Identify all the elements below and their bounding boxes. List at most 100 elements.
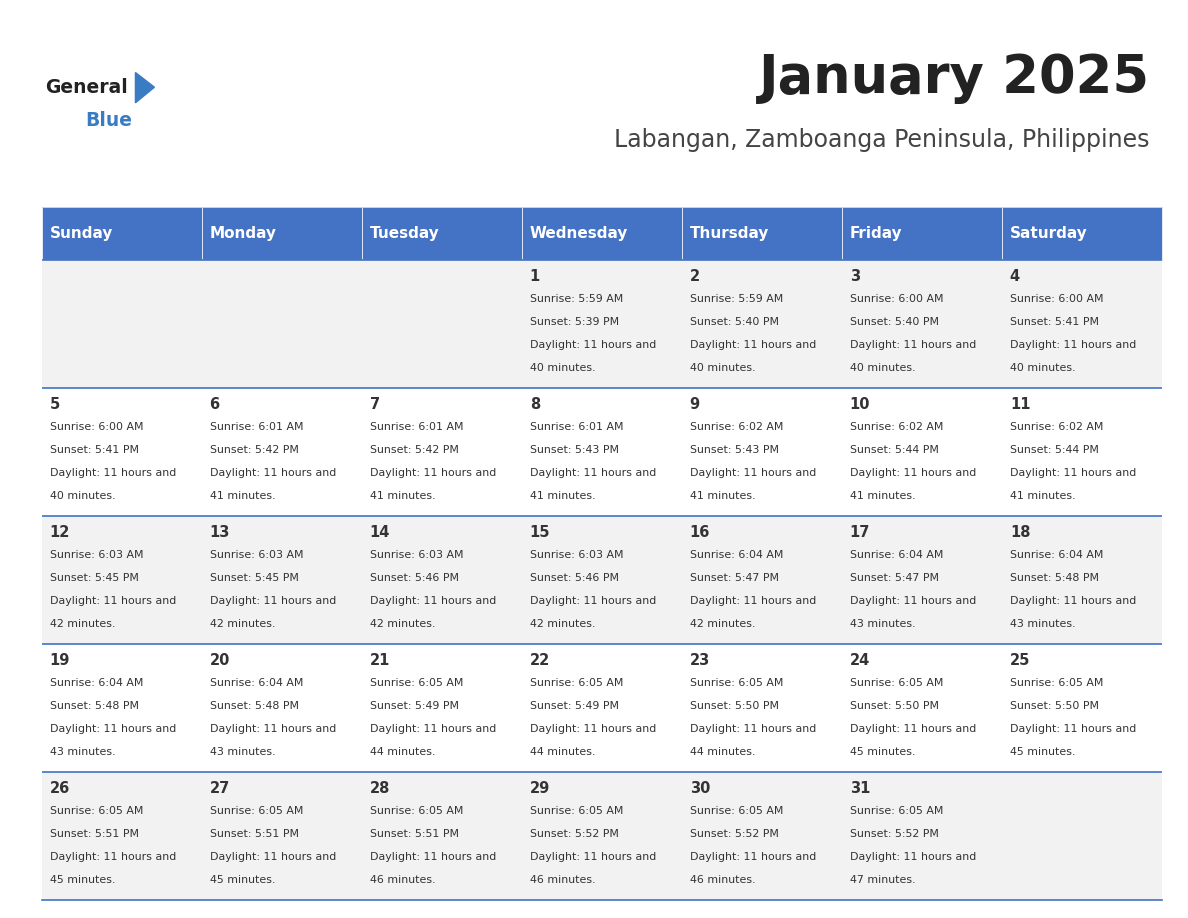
Text: Sunset: 5:50 PM: Sunset: 5:50 PM [690, 701, 779, 711]
Text: Sunset: 5:50 PM: Sunset: 5:50 PM [1010, 701, 1099, 711]
Bar [522, 260, 682, 387]
Bar [202, 260, 361, 387]
Bar [202, 644, 361, 772]
Text: Daylight: 11 hours and: Daylight: 11 hours and [849, 852, 977, 862]
Text: Wednesday: Wednesday [530, 226, 628, 241]
Text: 40 minutes.: 40 minutes. [849, 363, 915, 373]
Text: 28: 28 [369, 780, 390, 796]
Text: Sunrise: 6:05 AM: Sunrise: 6:05 AM [690, 806, 783, 816]
Text: Daylight: 11 hours and: Daylight: 11 hours and [690, 852, 816, 862]
Text: Sunrise: 6:05 AM: Sunrise: 6:05 AM [530, 678, 623, 688]
Text: 12: 12 [50, 525, 70, 540]
Text: Daylight: 11 hours and: Daylight: 11 hours and [1010, 596, 1136, 606]
Text: Sunrise: 6:05 AM: Sunrise: 6:05 AM [849, 806, 943, 816]
Text: 27: 27 [209, 780, 229, 796]
Text: 29: 29 [530, 780, 550, 796]
Text: General: General [45, 78, 128, 96]
Bar [1001, 387, 1162, 516]
Text: Sunrise: 6:03 AM: Sunrise: 6:03 AM [369, 550, 463, 560]
Text: Sunset: 5:47 PM: Sunset: 5:47 PM [690, 573, 779, 583]
Text: Sunset: 5:39 PM: Sunset: 5:39 PM [530, 317, 619, 327]
Text: Daylight: 11 hours and: Daylight: 11 hours and [530, 723, 656, 733]
Text: Daylight: 11 hours and: Daylight: 11 hours and [1010, 468, 1136, 478]
Text: 46 minutes.: 46 minutes. [530, 875, 595, 885]
Text: 9: 9 [690, 397, 700, 411]
Text: Sunrise: 6:02 AM: Sunrise: 6:02 AM [849, 422, 943, 432]
Text: Sunset: 5:48 PM: Sunset: 5:48 PM [209, 701, 298, 711]
Bar [1001, 516, 1162, 644]
Text: Daylight: 11 hours and: Daylight: 11 hours and [209, 852, 336, 862]
Text: 40 minutes.: 40 minutes. [690, 363, 756, 373]
Text: Daylight: 11 hours and: Daylight: 11 hours and [50, 468, 176, 478]
Bar [842, 772, 1001, 900]
Text: 44 minutes.: 44 minutes. [369, 746, 435, 756]
Bar [682, 260, 842, 387]
Text: Sunset: 5:52 PM: Sunset: 5:52 PM [530, 829, 619, 839]
Text: 46 minutes.: 46 minutes. [690, 875, 756, 885]
Text: 14: 14 [369, 525, 390, 540]
Text: Daylight: 11 hours and: Daylight: 11 hours and [50, 852, 176, 862]
Text: Daylight: 11 hours and: Daylight: 11 hours and [209, 468, 336, 478]
Text: 41 minutes.: 41 minutes. [1010, 490, 1075, 500]
Bar [361, 387, 522, 516]
Text: 11: 11 [1010, 397, 1030, 411]
Text: Sunset: 5:40 PM: Sunset: 5:40 PM [849, 317, 939, 327]
Polygon shape [135, 73, 154, 103]
Text: Daylight: 11 hours and: Daylight: 11 hours and [530, 340, 656, 350]
Text: Daylight: 11 hours and: Daylight: 11 hours and [50, 596, 176, 606]
Text: Sunrise: 6:04 AM: Sunrise: 6:04 AM [209, 678, 303, 688]
Text: 18: 18 [1010, 525, 1030, 540]
Text: 21: 21 [369, 653, 390, 667]
Text: 42 minutes.: 42 minutes. [50, 619, 115, 629]
Text: January 2025: January 2025 [759, 52, 1150, 104]
Text: Daylight: 11 hours and: Daylight: 11 hours and [849, 723, 977, 733]
Text: Sunset: 5:49 PM: Sunset: 5:49 PM [530, 701, 619, 711]
Text: 43 minutes.: 43 minutes. [1010, 619, 1075, 629]
Text: Sunset: 5:48 PM: Sunset: 5:48 PM [50, 701, 139, 711]
Bar [682, 207, 842, 260]
Text: 46 minutes.: 46 minutes. [369, 875, 435, 885]
Bar [522, 516, 682, 644]
Bar [522, 772, 682, 900]
Text: Labangan, Zamboanga Peninsula, Philippines: Labangan, Zamboanga Peninsula, Philippin… [614, 128, 1150, 151]
Text: Sunset: 5:45 PM: Sunset: 5:45 PM [209, 573, 298, 583]
Text: Daylight: 11 hours and: Daylight: 11 hours and [530, 596, 656, 606]
Text: Sunset: 5:46 PM: Sunset: 5:46 PM [369, 573, 459, 583]
Text: Sunset: 5:46 PM: Sunset: 5:46 PM [530, 573, 619, 583]
Text: 42 minutes.: 42 minutes. [209, 619, 274, 629]
Text: Daylight: 11 hours and: Daylight: 11 hours and [369, 852, 495, 862]
Bar [1001, 772, 1162, 900]
Text: 42 minutes.: 42 minutes. [690, 619, 756, 629]
Text: Monday: Monday [209, 226, 277, 241]
Text: 31: 31 [849, 780, 870, 796]
Text: 6: 6 [209, 397, 220, 411]
Text: Tuesday: Tuesday [369, 226, 440, 241]
Bar [1001, 644, 1162, 772]
Bar [42, 516, 202, 644]
Text: Sunset: 5:41 PM: Sunset: 5:41 PM [50, 445, 139, 455]
Text: Sunset: 5:42 PM: Sunset: 5:42 PM [209, 445, 298, 455]
Text: 4: 4 [1010, 269, 1020, 284]
Text: 40 minutes.: 40 minutes. [1010, 363, 1075, 373]
Text: 17: 17 [849, 525, 870, 540]
Text: Daylight: 11 hours and: Daylight: 11 hours and [209, 723, 336, 733]
Text: 41 minutes.: 41 minutes. [209, 490, 276, 500]
Bar [522, 644, 682, 772]
Bar [202, 207, 361, 260]
Bar [361, 772, 522, 900]
Text: Sunrise: 6:01 AM: Sunrise: 6:01 AM [530, 422, 624, 432]
Text: Sunrise: 6:05 AM: Sunrise: 6:05 AM [369, 806, 463, 816]
Text: Sunset: 5:50 PM: Sunset: 5:50 PM [849, 701, 939, 711]
Text: 15: 15 [530, 525, 550, 540]
Text: Daylight: 11 hours and: Daylight: 11 hours and [530, 852, 656, 862]
Text: 42 minutes.: 42 minutes. [530, 619, 595, 629]
Text: 42 minutes.: 42 minutes. [369, 619, 435, 629]
Bar [202, 387, 361, 516]
Text: 43 minutes.: 43 minutes. [50, 746, 115, 756]
Text: 41 minutes.: 41 minutes. [530, 490, 595, 500]
Text: 26: 26 [50, 780, 70, 796]
Text: Sunrise: 6:02 AM: Sunrise: 6:02 AM [690, 422, 783, 432]
Bar [1001, 207, 1162, 260]
Bar [42, 644, 202, 772]
Text: Sunrise: 6:05 AM: Sunrise: 6:05 AM [50, 806, 143, 816]
